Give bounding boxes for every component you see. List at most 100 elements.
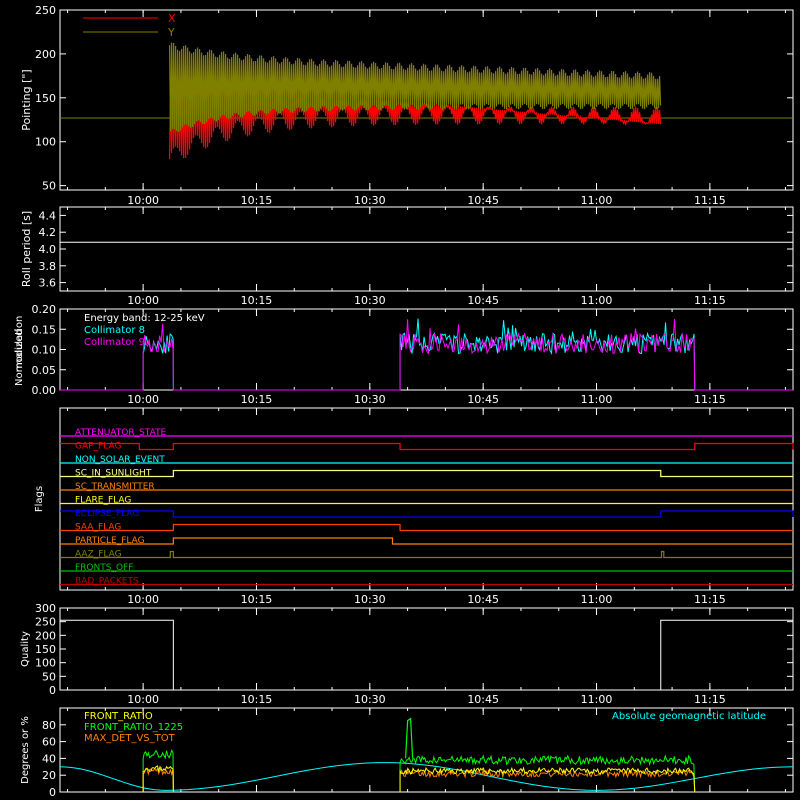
legend-max-det-vs-tot: MAX_DET_VS_TOT <box>84 733 176 744</box>
y-tick-label: 200 <box>35 629 56 642</box>
panel-roll-period: 3.6 3.8 4.0 4.2 4.4 Roll period [s] <box>20 206 794 292</box>
front-ratio-1225-line <box>142 749 174 793</box>
x-tick-label: 10:15 <box>241 194 273 207</box>
y-tick-label: 150 <box>35 92 56 105</box>
plot-frame <box>59 407 794 591</box>
x-tick-label: 10:30 <box>354 194 386 207</box>
time-axis-labels: 10:00 10:15 10:30 10:45 11:00 11:15 10:00 10:15… <box>127 194 725 706</box>
legend-label-y: Y <box>167 26 175 39</box>
flag-label: SAA_FLAG <box>75 523 121 533</box>
y-tick-label: 100 <box>35 136 56 149</box>
flag-label: NON_SOLAR_EVENT <box>75 455 165 465</box>
y-tick-label: 50 <box>42 670 56 683</box>
x-tick-label: 10:15 <box>241 393 273 406</box>
y-tick-label: 250 <box>35 4 56 17</box>
x-tick-label: 11:15 <box>694 294 726 307</box>
panel-flags: ATTENUATOR_STATE GAP_FLAG NON_SOLAR_EVENT S… <box>34 407 794 591</box>
x-tick-label: 10:45 <box>467 693 499 706</box>
flag-label: GAP_FLAG <box>75 442 121 452</box>
front-ratio-line <box>142 765 174 793</box>
y-axis-label: Degrees or % <box>20 716 31 784</box>
legend-geomagnetic-latitude: Absolute geomagnetic latitude <box>612 711 766 722</box>
legend-energy-band: Energy band: 12-25 keV <box>84 313 205 324</box>
y-tick-label: 0.15 <box>32 323 57 336</box>
collimator-9-line <box>60 319 793 391</box>
legend: FRONT_RATIO FRONT_RATIO_1225 MAX_DET_VS_… <box>84 711 766 744</box>
legend: X Y <box>83 12 176 39</box>
legend-front-ratio-1225: FRONT_RATIO_1225 <box>84 722 183 733</box>
flag-label: ATTENUATOR_STATE <box>75 428 167 438</box>
y-tick-label: 0.05 <box>32 364 57 377</box>
y-tick-label: 300 <box>35 602 56 615</box>
x-tick-label: 10:30 <box>354 693 386 706</box>
x-tick-label: 11:00 <box>581 693 613 706</box>
x-tick-label: 10:30 <box>354 294 386 307</box>
x-tick-label: 11:15 <box>694 194 726 207</box>
y-tick-label: 0 <box>49 684 56 697</box>
y-axis-label: Flags <box>34 486 45 512</box>
flag-label: SC_TRANSMITTER <box>75 482 155 492</box>
flag-label: ECLIPSE_FLAG <box>75 509 139 519</box>
legend-label-x: X <box>168 12 176 25</box>
plot-frame <box>59 206 794 292</box>
flag-label: BAD_PACKETS <box>75 577 139 587</box>
y-tick-label: 100 <box>35 657 56 670</box>
flag-line <box>60 469 793 478</box>
max-det-vs-tot-line <box>142 766 174 793</box>
y-tick-label: 20 <box>42 769 56 782</box>
front-ratio-1225-line <box>399 754 696 793</box>
x-tick-label: 11:15 <box>694 593 726 606</box>
flag-line <box>60 537 793 545</box>
x-tick-label: 10:00 <box>127 693 159 706</box>
flag-line <box>60 442 794 451</box>
y-tick-label: 0.10 <box>32 344 57 357</box>
quality-line <box>60 619 793 691</box>
legend-collimator-9: Collimator 9 <box>84 337 145 348</box>
x-tick-label: 10:30 <box>354 593 386 606</box>
front-ratio-line <box>399 766 696 793</box>
flag-line <box>60 510 794 518</box>
y-tick-label: 250 <box>35 616 56 629</box>
y-tick-label: 3.8 <box>39 260 57 273</box>
y-tick-label: 60 <box>42 736 56 749</box>
x-tick-label: 10:15 <box>241 693 273 706</box>
max-det-vs-tot-line <box>399 768 696 793</box>
x-tick-label: 10:00 <box>127 294 159 307</box>
x-tick-label: 11:15 <box>694 393 726 406</box>
y-tick-label: 4.0 <box>39 243 57 256</box>
flag-label: SC_IN_SUNLIGHT <box>75 469 152 479</box>
flag-line <box>60 550 793 559</box>
plot-frame <box>59 707 794 793</box>
front-ratio-1225-spike <box>405 717 414 759</box>
legend-collimator-8: Collimator 8 <box>84 325 145 336</box>
y-tick-label: 200 <box>35 48 56 61</box>
panel-degrees: 0 20 40 60 80 Degrees or % FRONT_RATIO FRONT… <box>20 707 794 799</box>
y-axis-label: Quality <box>20 631 31 667</box>
panel-modulation: 0.00 0.05 0.10 0.15 0.20 Normalized modulati… <box>14 303 794 397</box>
flag-label: PARTICLE_FLAG <box>75 536 145 546</box>
y-tick-label: 80 <box>42 719 56 732</box>
legend-front-ratio: FRONT_RATIO <box>84 711 153 722</box>
x-tick-label: 11:00 <box>581 593 613 606</box>
y-tick-label: 0.20 <box>32 303 57 316</box>
x-tick-label: 11:00 <box>581 294 613 307</box>
y-tick-label: 0 <box>49 786 56 799</box>
y-tick-label: 150 <box>35 643 56 656</box>
y-tick-label: 4.4 <box>39 209 57 222</box>
panel-pointing: 50 100 150 200 250 Pointing ["] X Y <box>20 4 794 193</box>
y-axis-label: Roll period [s] <box>20 211 33 287</box>
flag-line <box>60 523 793 532</box>
y-axis-label: Pointing ["] <box>20 69 33 130</box>
x-tick-label: 10:00 <box>127 393 159 406</box>
x-tick-label: 11:00 <box>581 194 613 207</box>
y-axis-label: Normalized modulation <box>14 316 25 386</box>
y-tick-label: 3.6 <box>39 277 57 290</box>
collimator-8-line <box>60 318 793 391</box>
y-tick-label: 4.2 <box>39 226 57 239</box>
flag-label: AAZ_FLAG <box>75 550 122 560</box>
x-tick-label: 10:45 <box>467 593 499 606</box>
plot-frame <box>59 9 794 191</box>
geomagnetic-latitude-line <box>59 762 794 791</box>
